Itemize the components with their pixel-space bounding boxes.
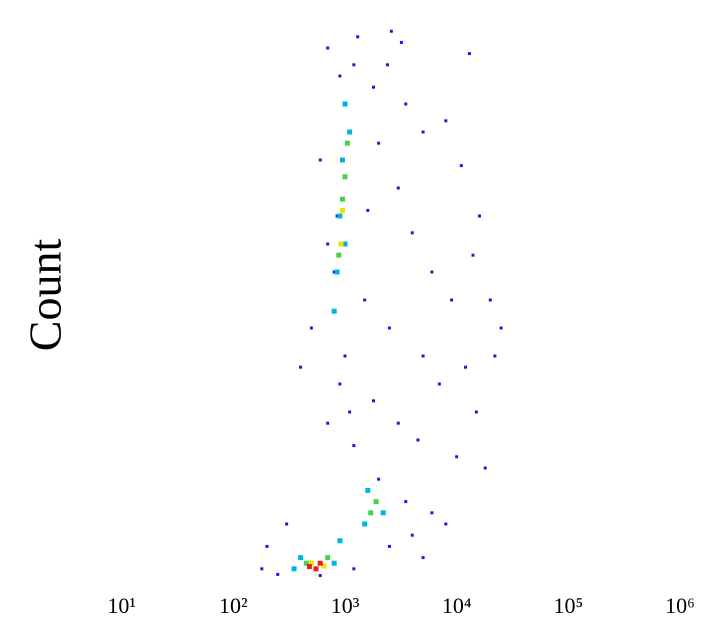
point [337, 538, 343, 544]
point [396, 421, 400, 425]
point [313, 566, 319, 572]
point [380, 510, 386, 516]
point [356, 35, 360, 39]
x-tick-label: 10⁵ [553, 593, 583, 618]
point [362, 521, 368, 527]
point [260, 567, 264, 571]
point [430, 511, 434, 515]
point [332, 270, 336, 274]
point [421, 556, 425, 560]
point [410, 533, 414, 537]
point [467, 52, 471, 56]
x-tick-label: 10¹ [107, 593, 136, 618]
point [309, 326, 313, 330]
point [331, 560, 337, 566]
point [416, 438, 420, 442]
point [342, 241, 348, 247]
point [340, 196, 346, 202]
point [352, 567, 356, 571]
point [385, 63, 389, 67]
point [276, 572, 280, 576]
point [303, 560, 309, 566]
point [338, 74, 342, 78]
point [421, 130, 425, 134]
point [483, 466, 487, 470]
y-axis-label: Count [20, 239, 71, 352]
point [321, 563, 327, 569]
point [336, 252, 342, 258]
point [325, 555, 331, 561]
point [459, 164, 463, 168]
point [335, 214, 339, 218]
point [377, 141, 381, 145]
point [366, 208, 370, 212]
point [373, 499, 379, 505]
x-tick-label: 10³ [331, 593, 360, 618]
point [317, 560, 323, 566]
point [372, 399, 376, 403]
point [444, 119, 448, 123]
point [430, 270, 434, 274]
point [455, 455, 459, 459]
x-tick-label: 10² [219, 593, 248, 618]
point [342, 101, 348, 107]
point [389, 29, 393, 33]
point [299, 365, 303, 369]
point [363, 298, 367, 302]
point [474, 410, 478, 414]
point [368, 510, 374, 516]
point [450, 298, 454, 302]
point [410, 231, 414, 235]
point [396, 186, 400, 190]
point [404, 102, 408, 106]
point [352, 444, 356, 448]
point [387, 326, 391, 330]
point [337, 213, 343, 219]
point [340, 157, 346, 163]
point [338, 382, 342, 386]
point [477, 214, 481, 218]
point [298, 555, 304, 561]
point [404, 500, 408, 504]
point [343, 354, 347, 358]
point [488, 298, 492, 302]
point [348, 410, 352, 414]
point [499, 326, 503, 330]
point [352, 63, 356, 67]
point [318, 574, 322, 578]
point [338, 241, 344, 247]
point [347, 129, 353, 135]
point [471, 253, 475, 257]
point [493, 354, 497, 358]
point [306, 564, 312, 570]
point [308, 560, 314, 566]
point [365, 487, 371, 493]
x-tick-label: 10⁴ [442, 593, 472, 618]
point [326, 46, 330, 50]
point [421, 354, 425, 358]
point [331, 308, 337, 314]
point [437, 382, 441, 386]
point [344, 140, 350, 146]
point [464, 365, 468, 369]
point [399, 40, 403, 44]
point [318, 158, 322, 162]
point [285, 522, 289, 526]
point [326, 242, 330, 246]
x-tick-label: 10⁶ [665, 593, 695, 618]
point [291, 566, 297, 572]
point [444, 522, 448, 526]
point [334, 269, 340, 275]
point [377, 477, 381, 481]
point [372, 85, 376, 89]
point [265, 544, 269, 548]
point [342, 174, 348, 180]
point [340, 207, 346, 213]
point [387, 544, 391, 548]
point [326, 421, 330, 425]
